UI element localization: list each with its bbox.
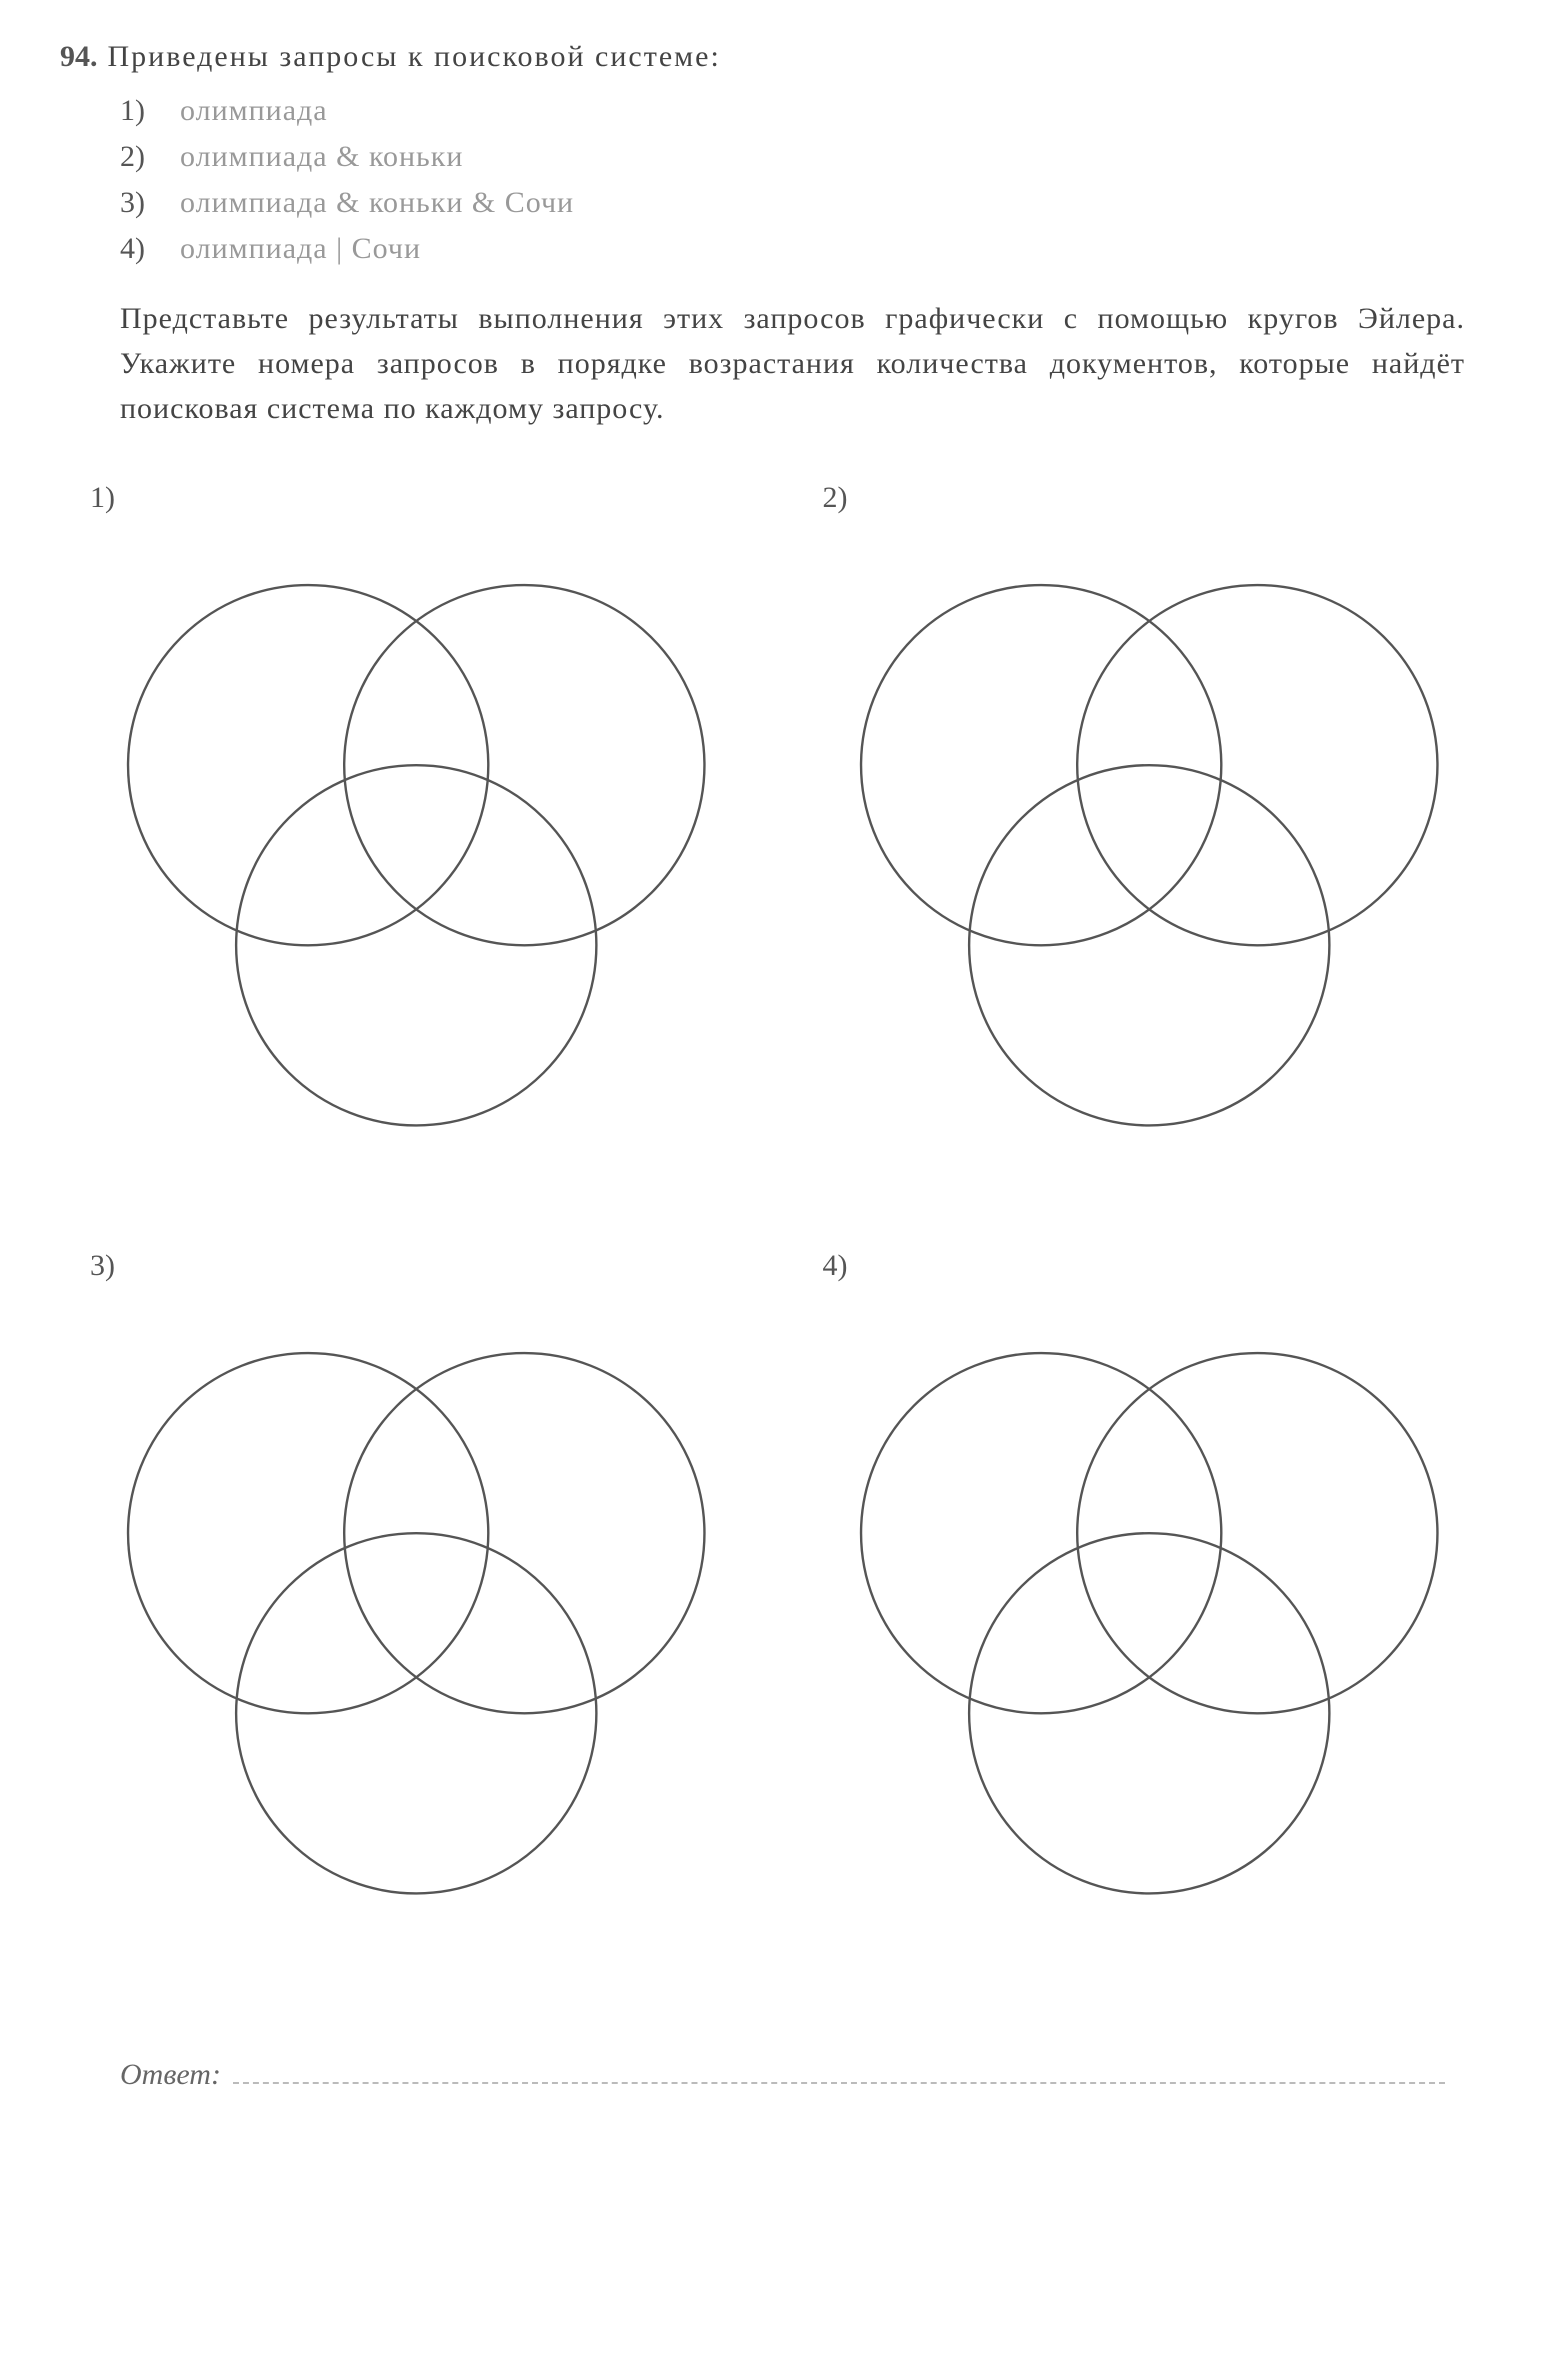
diagram-label: 3) [90,1249,753,1283]
answer-label: Ответ: [120,2058,221,2092]
diagram-3: 3) [80,1249,753,1917]
query-num: 3) [120,186,160,220]
diagram-label: 4) [823,1249,1486,1283]
venn-diagram-icon [813,1293,1486,1917]
query-text: олимпиада [180,94,328,128]
answer-blank-line [233,2082,1445,2084]
query-item: 2) олимпиада & коньки [120,140,1505,174]
diagram-4: 4) [813,1249,1486,1917]
diagram-2: 2) [813,481,1486,1149]
diagram-label: 1) [90,481,753,515]
query-item: 4) олимпиада | Сочи [120,232,1505,266]
query-text: олимпиада | Сочи [180,232,421,266]
question-number: 94. [60,40,98,74]
diagram-label: 2) [823,481,1486,515]
instructions: Представьте результаты выполнения этих з… [120,296,1465,431]
query-item: 3) олимпиада & коньки & Сочи [120,186,1505,220]
venn-diagram-icon [813,525,1486,1149]
query-item: 1) олимпиада [120,94,1505,128]
answer-row: Ответ: [120,2058,1505,2092]
query-text: олимпиада & коньки [180,140,463,174]
diagram-1: 1) [80,481,753,1149]
query-text: олимпиада & коньки & Сочи [180,186,574,220]
query-num: 1) [120,94,160,128]
diagrams-grid: 1) 2) 3) 4) [80,481,1485,1918]
venn-diagram-icon [80,525,753,1149]
question-title: Приведены запросы к поисковой системе: [108,40,721,74]
query-num: 2) [120,140,160,174]
question-header: 94. Приведены запросы к поисковой систем… [60,40,1505,74]
query-num: 4) [120,232,160,266]
query-list: 1) олимпиада 2) олимпиада & коньки 3) ол… [120,94,1505,266]
venn-diagram-icon [80,1293,753,1917]
